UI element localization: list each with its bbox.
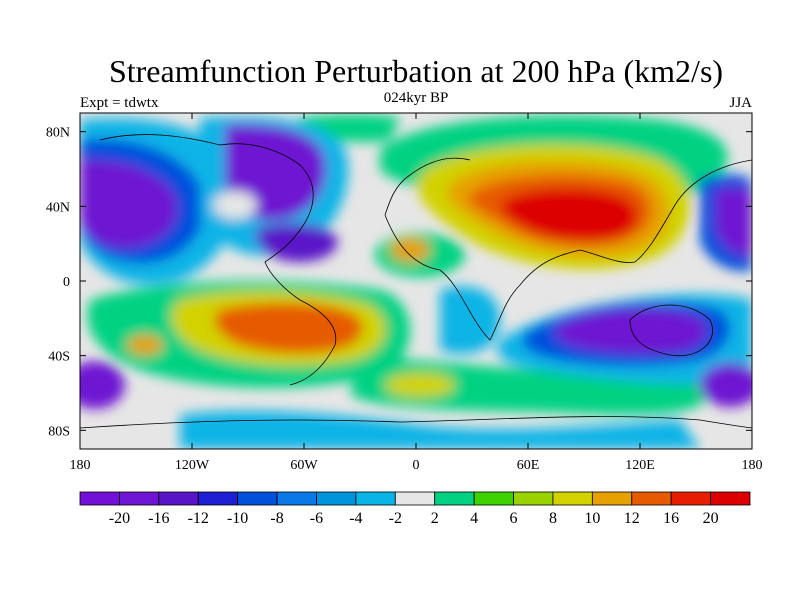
colorbar-label: 16 xyxy=(663,510,679,527)
blob-epacific-purple xyxy=(715,187,752,256)
blob-africa-orange xyxy=(390,238,430,262)
colorbar-swatch xyxy=(197,491,239,506)
colorbar-label: -4 xyxy=(349,510,362,527)
blob-se-pacific-purple xyxy=(700,363,752,407)
coast-south-america xyxy=(289,299,337,386)
y-tick-label: 40S xyxy=(48,350,70,365)
colorbar-swatch xyxy=(79,491,120,506)
left-subtitle: Expt = tdwtx xyxy=(80,95,159,111)
x-axis: 180 120W 60W 0 60E 120E 180 xyxy=(70,113,763,473)
colorbar-swatch xyxy=(434,491,475,506)
y-tick-label: 40N xyxy=(46,200,70,215)
x-tick-label: 180 xyxy=(742,458,763,473)
x-tick-label: 0 xyxy=(413,458,420,473)
blob-npacific-gray xyxy=(213,191,257,219)
blob-eurasia-red xyxy=(501,188,638,241)
colorbar-label: 12 xyxy=(624,510,640,527)
colorbar-label: -16 xyxy=(148,510,169,527)
coast-africa-eurasia xyxy=(384,159,752,341)
colorbar-label: -12 xyxy=(188,510,209,527)
blob-spacific-orange xyxy=(127,335,163,355)
map-field xyxy=(80,113,752,449)
colorbar-swatch xyxy=(552,491,593,506)
colorbar-swatch xyxy=(119,491,160,506)
coast-north-america xyxy=(99,134,314,301)
colorbar-swatch xyxy=(394,491,436,506)
colorbar-label: 20 xyxy=(703,510,719,527)
colorbar: -20 -16 -12 -10 -8 -6 -4 -2 2 4 6 8 10 12 16 20 xyxy=(79,491,751,527)
y-tick-label: 80S xyxy=(48,424,70,439)
colorbar-label: 4 xyxy=(470,510,478,527)
colorbar-swatch xyxy=(355,491,396,506)
colorbar-label: 6 xyxy=(510,510,518,527)
blob-australia-purple xyxy=(554,308,707,354)
colorbar-swatch xyxy=(591,491,633,506)
coast-europe xyxy=(384,157,471,216)
colorbar-label: 8 xyxy=(549,510,557,527)
y-tick-label: 0 xyxy=(63,275,70,290)
x-tick-label: 60W xyxy=(290,458,318,473)
coastlines xyxy=(80,134,752,429)
y-axis: 80N 40N 0 40S 80S xyxy=(46,126,752,439)
blob-sw-pacific-purple xyxy=(80,361,125,409)
colorbar-label: -8 xyxy=(270,510,283,527)
x-tick-label: 60E xyxy=(517,458,540,473)
x-tick-label: 120E xyxy=(625,458,655,473)
colorbar-swatch xyxy=(473,491,514,506)
colorbar-label: -10 xyxy=(227,510,248,527)
colorbar-label: 10 xyxy=(584,510,600,527)
right-subtitle: JJA xyxy=(729,95,752,111)
blob-southern-yellow xyxy=(385,373,455,397)
colorbar-swatch xyxy=(670,491,711,506)
x-tick-label: 180 xyxy=(70,458,91,473)
colorbar-label: -20 xyxy=(109,510,130,527)
colorbar-label: -6 xyxy=(310,510,323,527)
field-blobs xyxy=(80,114,752,449)
colorbar-swatch xyxy=(276,491,317,506)
colorbar-swatch xyxy=(631,491,672,506)
colorbar-label: 2 xyxy=(431,510,439,527)
colorbar-swatch xyxy=(237,491,278,506)
coast-australia xyxy=(629,304,713,357)
center-subtitle: 024kyr BP xyxy=(384,90,449,106)
chart-title: Streamfunction Perturbation at 200 hPa (… xyxy=(109,53,723,89)
colorbar-label: -2 xyxy=(389,510,402,527)
blob-gulf-purple xyxy=(255,223,338,262)
y-tick-label: 80N xyxy=(46,126,70,141)
x-tick-label: 120W xyxy=(175,458,210,473)
colorbar-swatch xyxy=(158,491,199,506)
colorbar-swatch xyxy=(710,491,751,506)
colorbar-swatch xyxy=(316,491,357,506)
colorbar-swatch xyxy=(513,491,554,506)
blob-indian-lightblue xyxy=(440,286,500,354)
coast-antarctica xyxy=(80,416,752,429)
blob-npacific-purple xyxy=(80,159,178,249)
blob-samerica-orange xyxy=(214,303,363,354)
